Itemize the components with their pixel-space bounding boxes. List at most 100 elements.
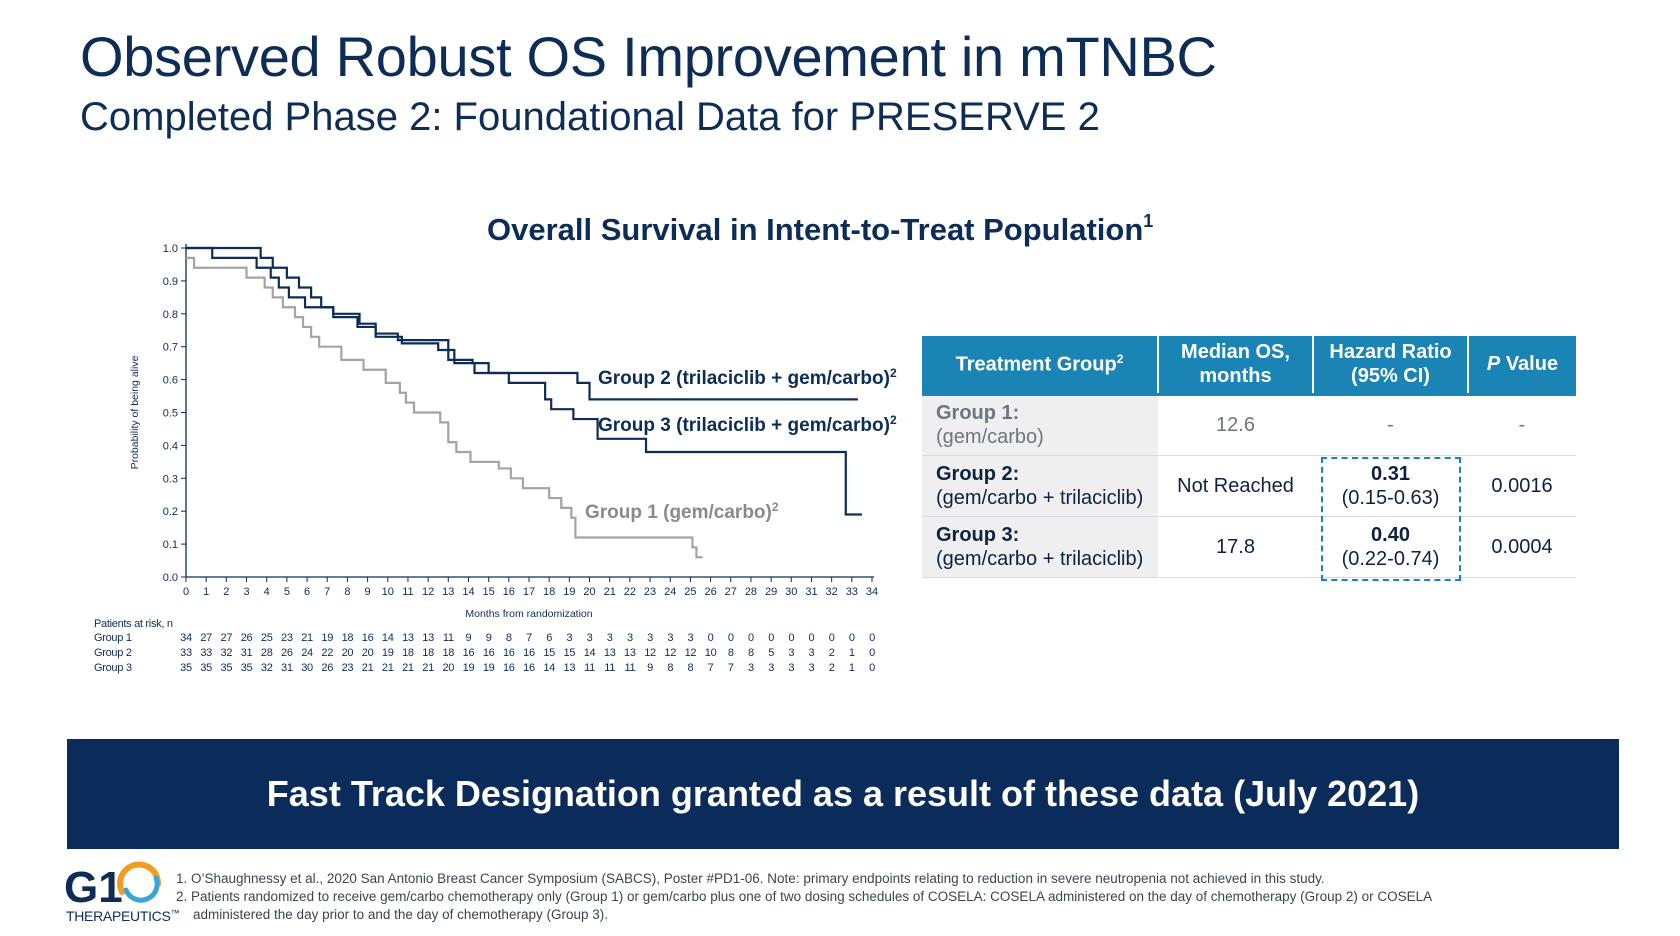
p-value-cell: -	[1468, 392, 1576, 456]
risk-count: 19	[482, 662, 495, 674]
risk-count: 0	[727, 632, 734, 644]
risk-count: 9	[647, 662, 653, 674]
x-tick-label: 8	[344, 586, 350, 598]
table-row: Group 1: (gem/carbo) 12.6 - -	[922, 392, 1576, 456]
risk-count: 11	[624, 662, 636, 674]
risk-count: 3	[808, 662, 815, 674]
risk-count: 8	[667, 662, 674, 674]
y-tick-label: 1.0	[163, 243, 178, 255]
risk-count: 16	[523, 662, 535, 674]
risk-count: 13	[402, 632, 414, 644]
risk-count: 13	[624, 647, 636, 659]
x-tick-label: 4	[264, 586, 270, 598]
risk-count: 10	[704, 647, 717, 659]
x-tick-label: 5	[284, 586, 290, 598]
risk-count: 21	[422, 662, 434, 674]
risk-count: 0	[748, 632, 754, 644]
x-tick-label: 0	[183, 586, 189, 598]
risk-count: 0	[788, 632, 795, 644]
x-tick-label: 25	[684, 586, 696, 598]
risk-count: 26	[240, 632, 253, 644]
group-cell: Group 2: (gem/carbo + trilaciclib)	[922, 455, 1158, 517]
x-tick-label: 11	[402, 586, 413, 598]
x-tick-label: 13	[442, 586, 454, 598]
x-tick-label: 10	[382, 586, 394, 598]
risk-count: 12	[664, 647, 677, 659]
risk-count: 14	[543, 662, 555, 674]
x-tick-label: 29	[765, 586, 777, 598]
risk-count: 22	[321, 647, 334, 659]
km-survival-chart: 0.00.10.20.30.40.50.60.70.80.91.00 1 2 3 4 5 6…	[129, 243, 897, 620]
risk-count: 2	[828, 662, 835, 674]
risk-count: 0	[828, 632, 835, 644]
x-tick-label: 2	[223, 586, 229, 598]
risk-count: 20	[442, 662, 455, 674]
y-tick-label: 0.5	[163, 408, 178, 420]
risk-count: 33	[200, 647, 212, 659]
header-median-os: Median OS, months	[1158, 336, 1314, 394]
y-tick-label: 0.2	[163, 506, 178, 518]
group-2-label-footnote: 2	[890, 366, 897, 380]
risk-count: 0	[869, 662, 875, 674]
x-tick-label: 23	[644, 586, 656, 598]
risk-count: 8	[505, 632, 512, 644]
risk-count: 7	[707, 662, 714, 674]
slide-subtitle: Completed Phase 2: Foundational Data for…	[80, 95, 1100, 139]
os-results-table: Treatment Group2 Median OS, months Hazard…	[922, 336, 1576, 578]
chart-title: Overall Survival in Intent-to-Treat Popu…	[487, 210, 1154, 248]
risk-count: 19	[321, 632, 334, 644]
risk-count: 24	[301, 647, 313, 659]
risk-count: 35	[220, 662, 233, 674]
risk-count: 19	[381, 647, 394, 659]
risk-count: 0	[808, 632, 815, 644]
x-tick-label: 19	[563, 586, 575, 598]
risk-count: 20	[341, 647, 354, 659]
risk-count: 11	[604, 662, 616, 674]
median-cell: Not Reached	[1158, 455, 1313, 517]
risk-count: 3	[606, 632, 613, 644]
x-tick-label: 26	[704, 586, 716, 598]
risk-count: 7	[727, 662, 734, 674]
risk-count: 25	[260, 632, 273, 644]
footnote-1: 1. O’Shaughnessy et al., 2020 San Antoni…	[176, 871, 1325, 886]
risk-count: 11	[442, 632, 454, 644]
risk-count: 3	[788, 647, 795, 659]
risk-count: 18	[341, 632, 354, 644]
risk-row-label: Group 1	[94, 632, 132, 644]
y-axis-label: Probability of being alive	[129, 355, 141, 469]
risk-count: 31	[281, 662, 293, 674]
chart-title-footnote: 1	[1143, 210, 1154, 231]
risk-count: 14	[381, 632, 394, 644]
y-tick-label: 0.8	[163, 309, 178, 321]
risk-count: 23	[281, 632, 293, 644]
x-tick-label: 3	[243, 586, 249, 598]
risk-count: 12	[684, 647, 697, 659]
risk-count: 18	[422, 647, 434, 659]
risk-count: 0	[707, 632, 714, 644]
x-tick-label: 34	[866, 586, 878, 598]
risk-count: 32	[220, 647, 233, 659]
x-tick-label: 20	[583, 586, 595, 598]
y-tick-label: 0.0	[163, 572, 178, 584]
x-tick-label: 1	[203, 586, 209, 598]
risk-table-title: Patients at risk, n	[94, 618, 173, 630]
logo-mark: G1	[64, 863, 123, 912]
x-tick-label: 31	[805, 586, 817, 598]
risk-count: 23	[341, 662, 354, 674]
header-p-value: P Value	[1468, 336, 1576, 394]
risk-count: 3	[808, 647, 815, 659]
risk-count: 7	[526, 632, 532, 644]
hr-cell: 0.31 (0.15-0.63)	[1313, 455, 1468, 517]
x-tick-label: 12	[422, 586, 434, 598]
risk-count: 3	[748, 662, 754, 674]
fast-track-banner: Fast Track Designation granted as a resu…	[67, 739, 1619, 849]
risk-count: 16	[361, 632, 374, 644]
p-value-cell: 0.0016	[1468, 455, 1576, 517]
risk-count: 20	[361, 647, 374, 659]
logo-wordmark: THERAPEUTICS™	[66, 908, 180, 924]
group-cell: Group 3: (gem/carbo + trilaciclib)	[922, 516, 1158, 578]
risk-count: 30	[301, 662, 313, 674]
risk-count: 1	[848, 647, 855, 659]
risk-count: 15	[543, 647, 555, 659]
risk-count: 26	[281, 647, 293, 659]
